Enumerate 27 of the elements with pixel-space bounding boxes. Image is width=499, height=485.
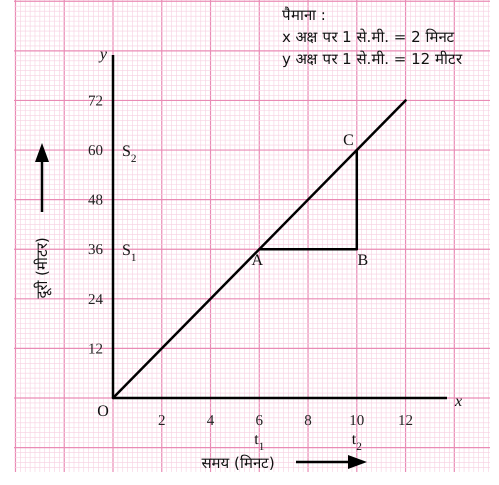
x-tick-label: 4 bbox=[206, 413, 215, 429]
y-axis-title: दूरी (मीटर) bbox=[33, 237, 52, 299]
y-tick-label: 72 bbox=[88, 93, 103, 110]
y-tick-label: 48 bbox=[88, 192, 103, 209]
x-tick-label: 6 bbox=[256, 413, 264, 429]
y-tick-label: 24 bbox=[88, 292, 104, 308]
x-tick-label: 10 bbox=[349, 413, 364, 429]
text: t$_{1}$ bbox=[254, 431, 264, 453]
y-tick-label: 60 bbox=[88, 143, 103, 160]
y-tick-label: 36 bbox=[88, 242, 104, 258]
annotation: C bbox=[343, 132, 354, 150]
x-tick-label: 12 bbox=[398, 413, 414, 429]
annotation: O bbox=[97, 403, 109, 420]
y-tick-label: 12 bbox=[88, 341, 103, 358]
text: t$_{2}$ bbox=[352, 431, 362, 453]
annotation: S$_{2}$ bbox=[122, 143, 136, 166]
text: पैमाना : bbox=[282, 6, 326, 24]
text: x अक्ष पर 1 से.मी. = 2 मिनट bbox=[282, 28, 454, 46]
annotation: A bbox=[251, 252, 264, 270]
x-tick-label: 2 bbox=[158, 413, 166, 429]
text: x bbox=[454, 393, 462, 410]
annotation: B bbox=[357, 252, 368, 270]
x-axis-title: समय (मिनट) bbox=[201, 454, 275, 472]
text: y bbox=[98, 46, 108, 63]
x-tick-label: 8 bbox=[304, 413, 312, 429]
annotation: S$_{1}$ bbox=[122, 242, 136, 264]
annotation: y अक्ष पर 1 से.मी. = 12 मीटर bbox=[282, 50, 463, 68]
